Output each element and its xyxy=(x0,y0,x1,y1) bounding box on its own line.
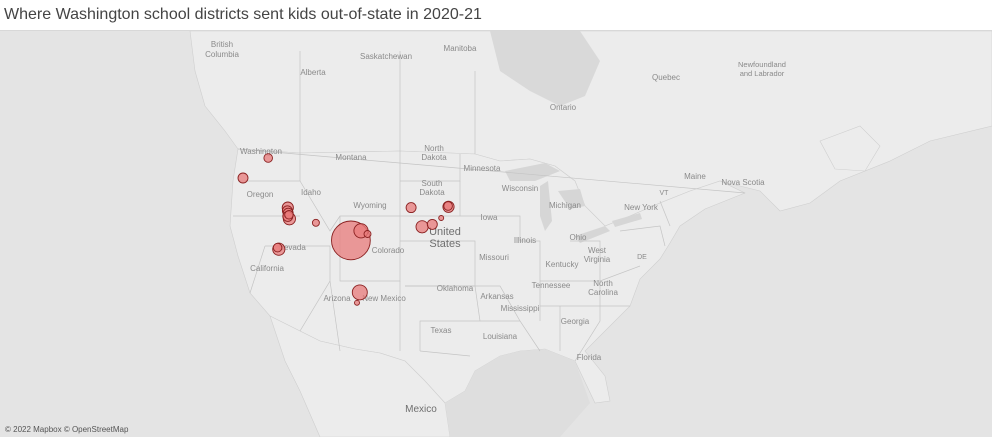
label-oklahoma: Oklahoma xyxy=(437,284,474,293)
page-title: Where Washington school districts sent k… xyxy=(4,6,482,23)
label-arkansas: Arkansas xyxy=(480,292,513,301)
label-west-virginia-1: West xyxy=(588,246,607,255)
label-wisconsin: Wisconsin xyxy=(502,184,538,193)
label-florida: Florida xyxy=(577,353,602,362)
map-attribution: © 2022 Mapbox © OpenStreetMap xyxy=(5,425,129,434)
label-georgia: Georgia xyxy=(561,317,590,326)
label-montana: Montana xyxy=(335,153,367,162)
label-california: California xyxy=(250,264,284,273)
label-west-virginia-2: Virginia xyxy=(584,255,611,264)
label-british-columbia-1: British xyxy=(211,40,233,49)
bubble-new-jersey[interactable] xyxy=(438,215,445,221)
bubble-texas-1[interactable] xyxy=(351,284,368,301)
label-maine: Maine xyxy=(684,172,706,181)
label-north-carolina-2: Carolina xyxy=(588,288,618,297)
label-alberta: Alberta xyxy=(300,68,326,77)
hudson-bay xyxy=(490,31,600,106)
label-newfoundland-2: and Labrador xyxy=(740,69,785,78)
label-michigan: Michigan xyxy=(549,201,581,210)
label-colorado: Colorado xyxy=(372,246,405,255)
label-arizona: Arizona xyxy=(323,294,351,303)
label-south-dakota-2: Dakota xyxy=(419,188,445,197)
bubble-utah-6[interactable] xyxy=(284,210,294,220)
label-new-york: New York xyxy=(624,203,659,212)
label-united: United xyxy=(429,226,461,238)
label-mississippi: Mississippi xyxy=(501,304,540,313)
map-labels: British Columbia Alberta Saskatchewan Ma… xyxy=(205,40,786,415)
label-minnesota: Minnesota xyxy=(464,164,501,173)
label-vt: VT xyxy=(660,190,670,197)
label-new-mexico: New Mexico xyxy=(362,294,406,303)
label-saskatchewan: Saskatchewan xyxy=(360,52,412,61)
label-missouri: Missouri xyxy=(479,253,509,262)
label-iowa: Iowa xyxy=(481,213,498,222)
label-nova-scotia: Nova Scotia xyxy=(721,178,765,187)
gulf-of-mexico xyxy=(445,349,590,437)
label-ontario: Ontario xyxy=(550,103,577,112)
bubble-nevada-2[interactable] xyxy=(272,242,283,253)
bubble-connecticut-2[interactable] xyxy=(443,201,453,211)
label-quebec: Quebec xyxy=(652,73,680,82)
label-ohio: Ohio xyxy=(570,233,587,242)
label-wyoming: Wyoming xyxy=(353,201,386,210)
label-states: States xyxy=(429,238,461,250)
label-newfoundland-1: Newfoundland xyxy=(738,60,786,69)
label-washington: Washington xyxy=(240,147,282,156)
bubble-ohio[interactable] xyxy=(405,202,417,214)
bubble-west-virginia[interactable] xyxy=(415,220,429,234)
bubble-missouri-2[interactable] xyxy=(363,230,372,238)
label-illinois: Illinois xyxy=(514,236,536,245)
bubble-colorado[interactable] xyxy=(311,218,320,227)
label-north-dakota-2: Dakota xyxy=(421,153,447,162)
label-nevada: Nevada xyxy=(278,243,306,252)
map-viewport[interactable]: British Columbia Alberta Saskatchewan Ma… xyxy=(0,30,992,437)
label-louisiana: Louisiana xyxy=(483,332,518,341)
newfoundland-island xyxy=(819,125,881,172)
great-lakes xyxy=(505,163,642,243)
label-texas: Texas xyxy=(431,326,452,335)
bubble-oregon-coast[interactable] xyxy=(237,172,249,184)
mexico-land xyxy=(269,315,451,437)
bubble-maryland[interactable] xyxy=(426,218,438,230)
label-tennessee: Tennessee xyxy=(532,281,571,290)
bubble-idaho-north[interactable] xyxy=(263,153,273,163)
label-de: DE xyxy=(637,254,647,261)
bubble-texas-2[interactable] xyxy=(354,299,360,306)
map-canvas[interactable]: British Columbia Alberta Saskatchewan Ma… xyxy=(0,31,992,437)
label-mexico: Mexico xyxy=(405,404,437,415)
borders xyxy=(233,51,746,362)
label-north-dakota-1: North xyxy=(424,144,444,153)
label-idaho: Idaho xyxy=(301,188,322,197)
label-north-carolina-1: North xyxy=(593,279,613,288)
label-kentucky: Kentucky xyxy=(546,260,579,269)
label-manitoba: Manitoba xyxy=(444,44,477,53)
label-oregon: Oregon xyxy=(247,190,274,199)
label-south-dakota-1: South xyxy=(422,179,443,188)
label-british-columbia-2: Columbia xyxy=(205,50,239,59)
bubble-layer xyxy=(237,153,455,306)
